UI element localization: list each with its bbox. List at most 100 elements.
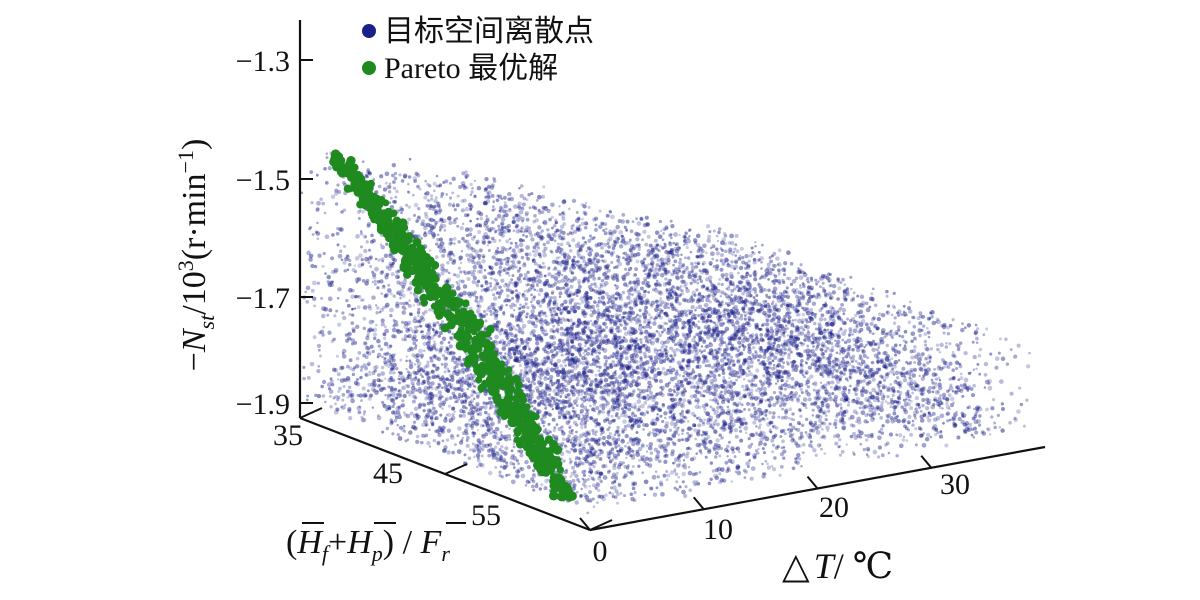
discrete-point xyxy=(778,281,782,285)
discrete-point xyxy=(342,315,347,321)
discrete-point xyxy=(871,339,876,344)
discrete-point xyxy=(413,202,419,208)
discrete-point xyxy=(799,263,803,267)
discrete-point xyxy=(971,340,975,344)
discrete-point xyxy=(769,319,773,323)
discrete-point xyxy=(724,460,729,465)
discrete-point xyxy=(452,386,457,391)
discrete-point xyxy=(785,311,790,315)
discrete-point xyxy=(494,465,498,469)
discrete-point xyxy=(490,183,495,188)
discrete-point xyxy=(558,382,561,385)
discrete-point xyxy=(624,267,628,271)
discrete-point xyxy=(740,410,744,413)
discrete-point xyxy=(449,386,453,390)
discrete-point xyxy=(606,242,610,246)
discrete-point xyxy=(441,386,444,390)
discrete-point xyxy=(754,245,757,248)
discrete-point xyxy=(525,377,531,382)
discrete-point xyxy=(677,264,683,269)
discrete-point xyxy=(603,334,608,339)
discrete-point xyxy=(598,209,602,213)
discrete-point xyxy=(391,163,396,168)
discrete-point xyxy=(430,369,435,374)
discrete-point xyxy=(539,399,545,405)
discrete-point xyxy=(713,348,717,352)
discrete-point xyxy=(379,271,384,275)
discrete-point xyxy=(838,363,844,368)
discrete-point xyxy=(591,407,596,412)
discrete-point xyxy=(589,331,593,336)
discrete-point xyxy=(644,329,649,333)
discrete-point xyxy=(587,252,593,257)
discrete-point xyxy=(762,310,767,316)
discrete-point xyxy=(935,343,940,347)
discrete-point xyxy=(518,311,524,317)
discrete-point xyxy=(475,295,479,300)
discrete-point xyxy=(941,407,944,410)
discrete-point xyxy=(843,348,847,353)
discrete-point xyxy=(549,378,553,382)
discrete-point xyxy=(550,317,554,322)
discrete-point xyxy=(474,249,479,255)
discrete-point xyxy=(452,394,458,400)
discrete-point xyxy=(643,320,647,324)
discrete-point xyxy=(632,280,637,285)
discrete-point xyxy=(494,334,499,340)
discrete-point xyxy=(712,307,716,311)
discrete-point xyxy=(733,287,737,291)
discrete-point xyxy=(678,453,682,457)
discrete-point xyxy=(549,361,553,365)
discrete-point xyxy=(459,270,463,274)
discrete-point xyxy=(658,302,664,307)
discrete-point xyxy=(681,489,686,495)
discrete-point xyxy=(364,235,368,239)
discrete-point xyxy=(671,393,675,397)
discrete-point xyxy=(596,242,602,247)
discrete-point xyxy=(839,327,843,330)
discrete-point xyxy=(575,210,579,214)
discrete-point xyxy=(781,299,786,304)
discrete-point xyxy=(441,407,444,410)
discrete-point xyxy=(562,286,566,290)
discrete-point xyxy=(372,336,377,341)
discrete-point xyxy=(571,259,575,263)
discrete-point xyxy=(317,348,321,352)
discrete-point xyxy=(540,299,546,304)
discrete-point xyxy=(627,269,631,272)
discrete-point xyxy=(670,330,673,333)
discrete-point xyxy=(678,459,682,463)
discrete-point xyxy=(879,427,884,431)
discrete-point xyxy=(950,396,955,402)
discrete-point xyxy=(710,370,714,375)
discrete-point xyxy=(599,346,604,351)
discrete-point xyxy=(570,432,574,435)
discrete-point xyxy=(593,461,598,465)
discrete-point xyxy=(787,276,792,281)
discrete-point xyxy=(1022,424,1026,428)
discrete-point xyxy=(640,301,643,305)
discrete-point xyxy=(667,270,671,274)
discrete-point xyxy=(838,402,843,407)
discrete-point xyxy=(902,339,906,343)
discrete-point xyxy=(495,198,500,203)
discrete-point xyxy=(765,322,770,327)
discrete-point xyxy=(499,454,504,459)
discrete-point xyxy=(912,336,917,341)
discrete-point xyxy=(889,383,893,386)
discrete-point xyxy=(615,398,620,403)
discrete-point xyxy=(594,378,598,381)
discrete-point xyxy=(490,421,495,427)
discrete-point xyxy=(636,221,642,226)
discrete-point xyxy=(893,343,898,348)
discrete-point xyxy=(721,411,726,415)
discrete-point xyxy=(642,269,646,273)
discrete-point xyxy=(916,361,922,366)
discrete-point xyxy=(514,315,519,320)
discrete-point xyxy=(373,279,377,283)
discrete-point xyxy=(645,305,649,309)
discrete-point xyxy=(478,405,483,411)
discrete-point xyxy=(702,243,707,249)
discrete-point xyxy=(806,357,810,361)
discrete-point xyxy=(827,309,833,315)
